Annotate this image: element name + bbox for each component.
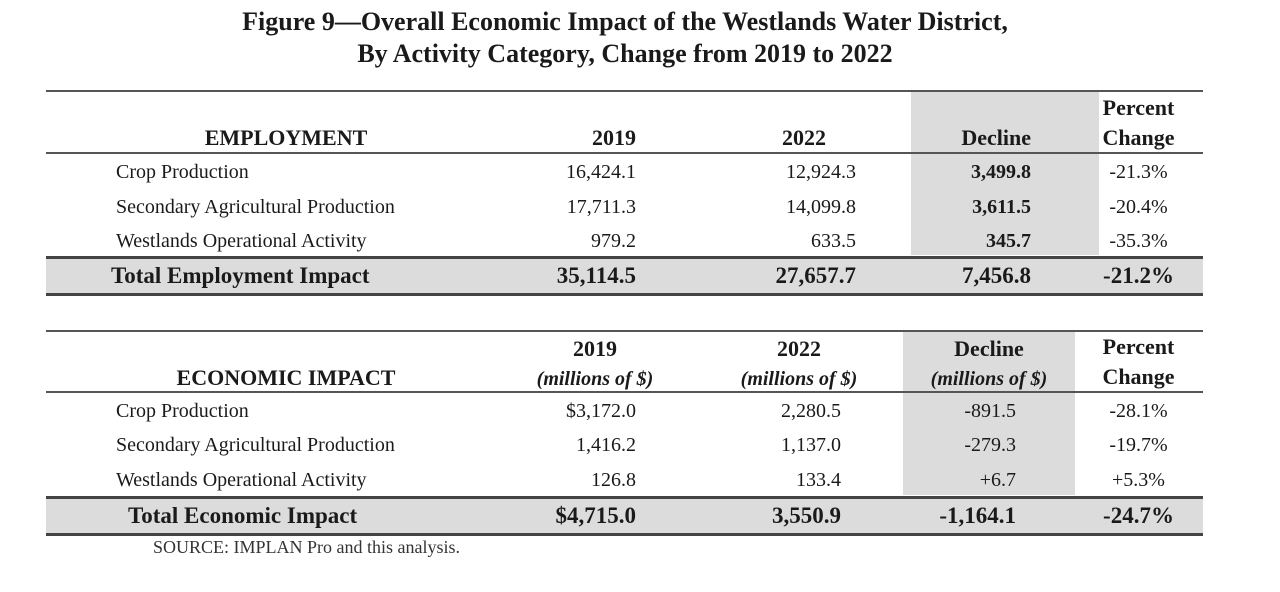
- decline-column-shading: [903, 330, 1075, 495]
- cell-2022: 633.5: [811, 230, 856, 252]
- row-label: Secondary Agricultural Production: [116, 196, 395, 218]
- header-2022: 2022: [777, 336, 821, 361]
- header-decline: Decline: [954, 336, 1024, 361]
- total-decline: 7,456.8: [962, 263, 1031, 288]
- economic-section-label: ECONOMIC IMPACT: [176, 365, 396, 390]
- header-2019-units: (millions of $): [536, 368, 654, 390]
- decline-column-shading: [911, 90, 1099, 255]
- total-2019: 35,114.5: [556, 263, 636, 288]
- cell-percent-change: -20.4%: [1109, 196, 1168, 218]
- header-decline-units: (millions of $): [930, 368, 1048, 390]
- total-row-shading: [46, 258, 1203, 294]
- source-note: SOURCE: IMPLAN Pro and this analysis.: [153, 537, 461, 557]
- row-label: Westlands Operational Activity: [116, 230, 367, 252]
- cell-percent-change: -28.1%: [1109, 400, 1168, 422]
- cell-2019: 979.2: [591, 230, 636, 252]
- row-label: Crop Production: [116, 161, 249, 183]
- total-2019: $4,715.0: [555, 503, 637, 528]
- cell-2022: 12,924.3: [786, 161, 856, 183]
- row-label: Crop Production: [116, 400, 249, 422]
- top-rule: [46, 330, 1203, 332]
- total-top-rule: [46, 496, 1203, 499]
- total-percent-change: -24.7%: [1103, 503, 1174, 528]
- header-percent-change-line-1: Percent: [1102, 95, 1175, 120]
- cell-2022: 2,280.5: [781, 400, 841, 422]
- cell-2019: 1,416.2: [576, 434, 636, 456]
- total-decline: -1,164.1: [939, 503, 1016, 528]
- header-decline: Decline: [961, 125, 1031, 150]
- header-rule: [46, 391, 1203, 393]
- total-label: Total Employment Impact: [111, 263, 370, 288]
- header-rule: [46, 152, 1203, 154]
- employment-table: EMPLOYMENT 2019 2022 Decline Percent Cha…: [46, 90, 1203, 300]
- header-percent-change-line-2: Change: [1102, 125, 1175, 150]
- employment-section-label: EMPLOYMENT: [204, 125, 368, 150]
- header-2022-units: (millions of $): [740, 368, 858, 390]
- cell-2019: 126.8: [591, 469, 636, 491]
- cell-2022: 14,099.8: [786, 196, 856, 218]
- header-2022: 2022: [782, 125, 826, 150]
- total-row-shading: [46, 498, 1203, 534]
- figure-title-line-2: By Activity Category, Change from 2019 t…: [357, 39, 893, 68]
- row-label: Secondary Agricultural Production: [116, 434, 395, 456]
- total-bottom-rule: [46, 293, 1203, 296]
- cell-percent-change: -19.7%: [1109, 434, 1168, 456]
- cell-percent-change: -35.3%: [1109, 230, 1168, 252]
- economic-impact-table: ECONOMIC IMPACT 2019 (millions of $) 202…: [46, 330, 1203, 540]
- cell-2022: 1,137.0: [781, 434, 841, 456]
- figure-title-line-1: Figure 9—Overall Economic Impact of the …: [242, 7, 1008, 36]
- header-2019: 2019: [573, 336, 617, 361]
- cell-decline: 345.7: [986, 230, 1031, 252]
- cell-2019: 17,711.3: [566, 196, 636, 218]
- header-percent-change-line-2: Change: [1102, 364, 1175, 389]
- figure-title: Figure 9—Overall Economic Impact of the …: [0, 6, 1250, 70]
- total-2022: 27,657.7: [775, 263, 857, 288]
- row-label: Westlands Operational Activity: [116, 469, 367, 491]
- total-2022: 3,550.9: [772, 503, 841, 528]
- cell-decline: -279.3: [964, 434, 1016, 456]
- total-percent-change: -21.2%: [1103, 263, 1174, 288]
- total-bottom-rule: [46, 533, 1203, 536]
- header-percent-change-line-1: Percent: [1102, 334, 1175, 359]
- header-2019: 2019: [592, 125, 636, 150]
- cell-2019: 16,424.1: [566, 161, 636, 183]
- total-label: Total Economic Impact: [128, 503, 358, 528]
- cell-decline: 3,611.5: [972, 196, 1031, 218]
- cell-2019: $3,172.0: [566, 400, 636, 422]
- cell-decline: 3,499.8: [971, 161, 1031, 183]
- total-top-rule: [46, 256, 1203, 259]
- cell-decline: -891.5: [964, 400, 1016, 422]
- cell-2022: 133.4: [796, 469, 841, 491]
- cell-percent-change: +5.3%: [1112, 469, 1165, 491]
- cell-percent-change: -21.3%: [1109, 161, 1168, 183]
- top-rule: [46, 90, 1203, 92]
- cell-decline: +6.7: [979, 469, 1016, 491]
